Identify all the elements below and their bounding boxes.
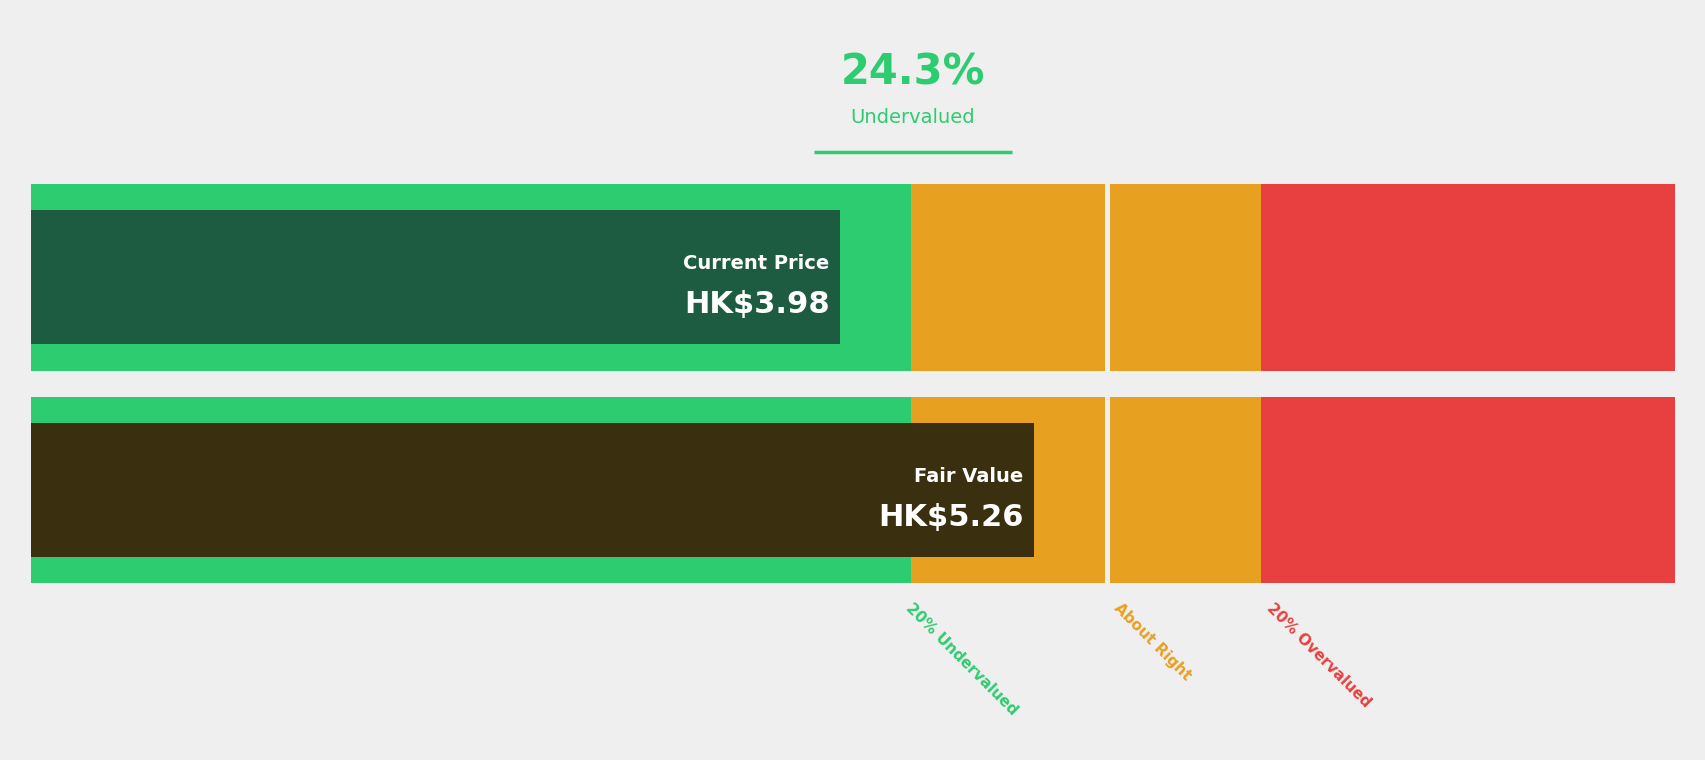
Bar [1105,397,1110,584]
Bar [910,397,1260,584]
Bar [1260,185,1674,371]
Text: 20% Overvalued: 20% Overvalued [1263,600,1373,710]
Text: Current Price: Current Price [684,255,829,274]
Bar [31,423,1033,557]
Text: Undervalued: Undervalued [849,109,975,128]
Bar [31,185,910,371]
Text: HK$3.98: HK$3.98 [684,290,829,318]
Text: 24.3%: 24.3% [841,51,984,93]
Bar [31,211,839,344]
Text: 20% Undervalued: 20% Undervalued [904,600,1020,718]
Bar [1105,185,1110,371]
Bar [31,397,910,584]
Bar [1260,397,1674,584]
Bar [910,185,1260,371]
Text: Fair Value: Fair Value [914,467,1023,486]
Text: About Right: About Right [1110,600,1193,683]
Text: HK$5.26: HK$5.26 [878,502,1023,531]
